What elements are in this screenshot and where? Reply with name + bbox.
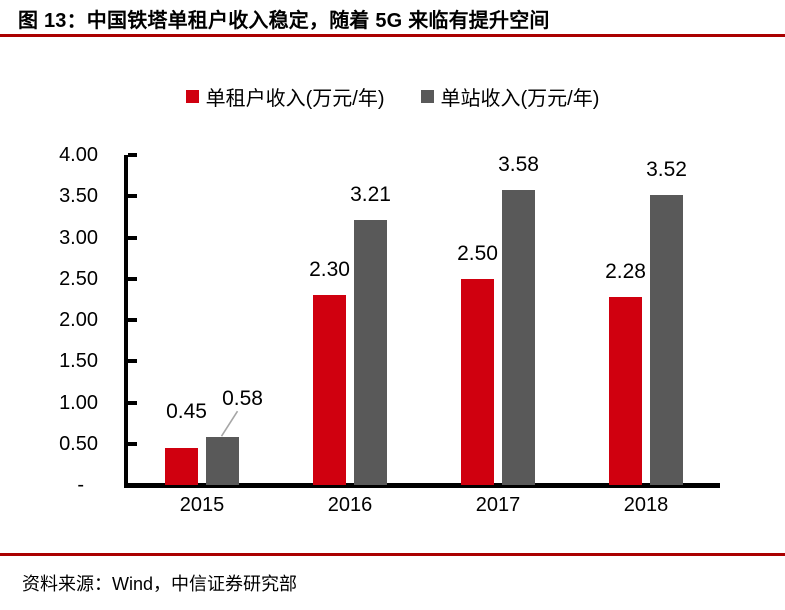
- legend-item-per-tenant: 单租户收入(万元/年): [185, 82, 385, 111]
- bar-red-2015: [165, 447, 198, 485]
- legend-label-per-tenant: 单租户收入(万元/年): [205, 88, 385, 110]
- legend-swatch-red-icon: [185, 90, 199, 103]
- value-label: 3.58: [498, 152, 539, 176]
- bar-gray-2016: [354, 220, 387, 485]
- value-label: 2.50: [457, 241, 498, 265]
- figure-title: 图 13：中国铁塔单租户收入稳定，随着 5G 来临有提升空间: [18, 10, 550, 32]
- x-axis-label: 2016: [327, 494, 373, 516]
- y-axis-tick: [128, 441, 137, 446]
- value-label: 3.52: [646, 157, 687, 181]
- y-axis-label: 3.50: [59, 185, 98, 208]
- x-axis-label: 2017: [475, 494, 521, 516]
- x-axis-label: 2018: [623, 494, 669, 516]
- y-axis-label: 3.00: [59, 226, 98, 249]
- value-label: 0.58: [222, 387, 263, 411]
- y-axis-label: 1.50: [59, 350, 98, 373]
- bar-red-2016: [313, 295, 346, 485]
- legend-label-per-site: 单站收入(万元/年): [440, 88, 600, 110]
- y-axis-line: [124, 155, 128, 488]
- footer-divider: [0, 553, 785, 556]
- chart-legend: 单租户收入(万元/年) 单站收入(万元/年): [0, 82, 785, 111]
- x-axis-line: [124, 483, 720, 488]
- bar-gray-2015: [206, 437, 239, 485]
- y-axis-tick: [128, 359, 137, 364]
- bar-gray-2018: [650, 194, 683, 485]
- title-divider: [0, 34, 785, 37]
- y-axis-label: 0.50: [59, 432, 98, 455]
- y-axis-tick: [128, 235, 137, 240]
- y-axis-label: 4.00: [59, 144, 98, 166]
- y-axis-label: -: [77, 474, 84, 496]
- bar-gray-2017: [502, 189, 535, 485]
- y-axis-tick: [128, 276, 137, 281]
- y-axis-tick: [128, 153, 137, 157]
- value-label: 2.30: [309, 258, 350, 282]
- value-label: 3.21: [350, 183, 391, 207]
- bar-red-2018: [609, 296, 642, 485]
- x-axis-label: 2015: [179, 494, 225, 516]
- legend-swatch-gray-icon: [420, 90, 434, 103]
- source-note: 资料来源：Wind，中信证券研究部: [22, 574, 298, 594]
- y-axis-tick: [128, 400, 137, 405]
- value-label: 2.28: [605, 259, 646, 283]
- legend-item-per-site: 单站收入(万元/年): [420, 82, 600, 111]
- value-label: 0.45: [166, 399, 207, 423]
- y-axis-label: 2.50: [59, 267, 98, 290]
- y-axis-tick: [128, 194, 137, 199]
- y-axis-tick: [128, 318, 137, 322]
- y-axis-label: 2.00: [59, 309, 98, 331]
- bar-red-2017: [461, 278, 494, 485]
- y-axis-label: 1.00: [59, 391, 98, 414]
